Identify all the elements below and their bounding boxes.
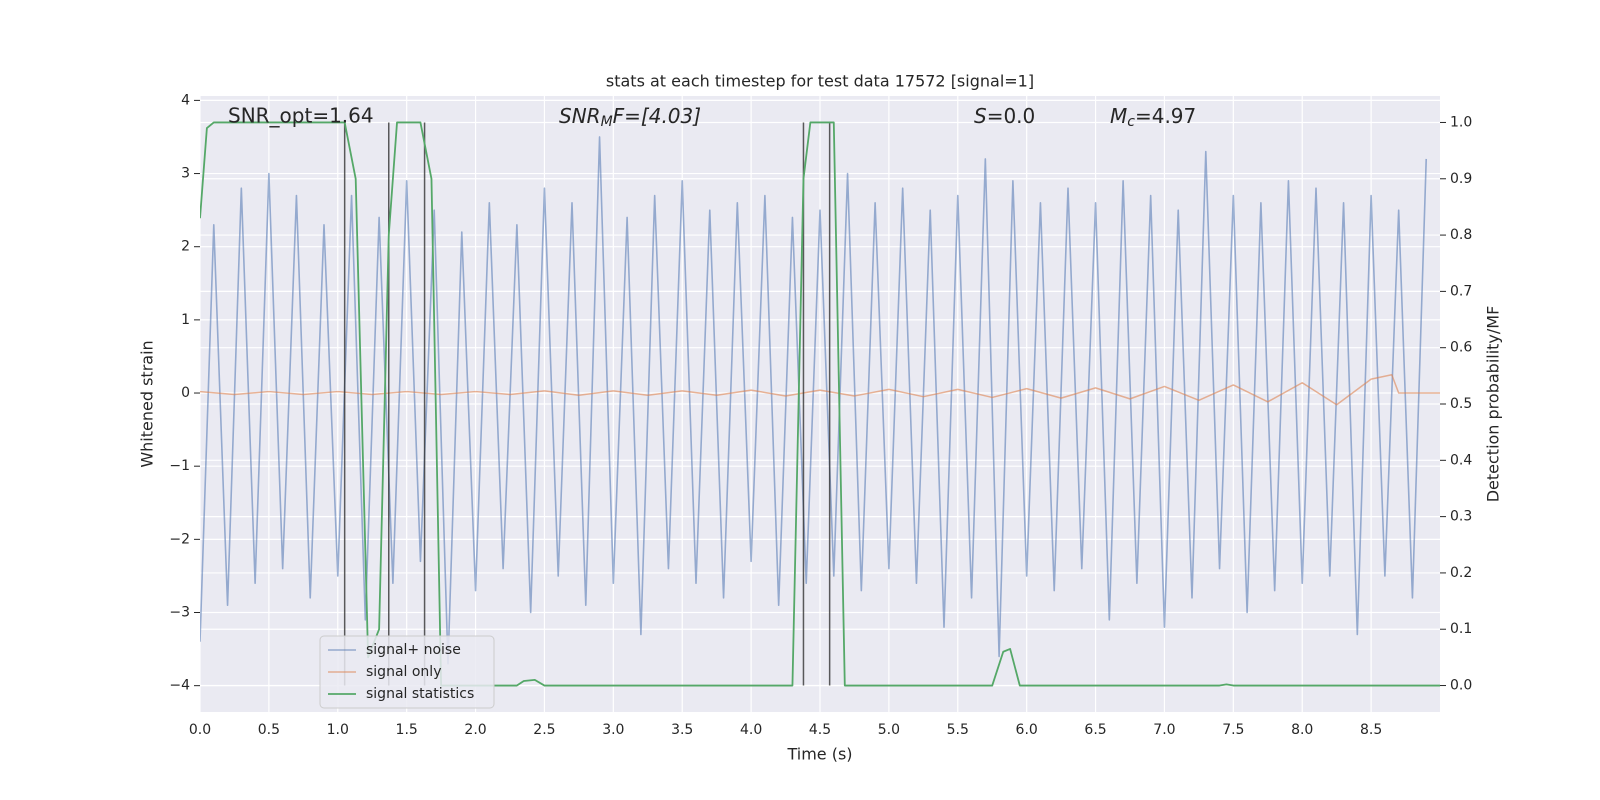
y2-tick-label: 0.5 xyxy=(1450,396,1472,412)
x-tick-label: 3.5 xyxy=(671,722,693,738)
annotation-sub: c xyxy=(1127,114,1135,130)
annotation: S=0.0 xyxy=(974,104,1035,128)
x-tick-label: 1.5 xyxy=(396,722,418,738)
y-tick-label: 3 xyxy=(181,166,190,182)
y2-tick-label: 0.7 xyxy=(1450,283,1472,299)
y2-tick-label: 0.4 xyxy=(1450,452,1472,468)
x-axis-label: Time (s) xyxy=(786,745,852,764)
legend-label: signal+ noise xyxy=(366,642,461,658)
annotation-part: =0.0 xyxy=(987,104,1036,128)
y-tick-label: 4 xyxy=(181,92,190,108)
x-tick-label: 8.5 xyxy=(1360,722,1382,738)
x-tick-label: 6.0 xyxy=(1016,722,1038,738)
series-line xyxy=(200,373,1440,406)
y-tick-label: −3 xyxy=(169,605,190,621)
legend-label: signal statistics xyxy=(366,686,474,702)
annotation: SNRMF=[4.03] xyxy=(559,104,701,131)
y-tick-label: 1 xyxy=(181,312,190,328)
y2-tick-label: 0.2 xyxy=(1450,565,1472,581)
annotation-part: M xyxy=(1110,104,1127,128)
annotation-part: SNR xyxy=(559,104,601,128)
series-line xyxy=(200,121,1440,687)
x-tick-label: 5.5 xyxy=(947,722,969,738)
annotation-sub: M xyxy=(601,114,613,130)
annotation-part: S xyxy=(974,104,987,128)
annotation: Mc=4.97 xyxy=(1110,104,1196,131)
y2-tick-label: 0.1 xyxy=(1450,621,1472,637)
x-tick-label: 2.5 xyxy=(533,722,555,738)
annotation-part: =4.97 xyxy=(1135,104,1196,128)
y-tick-label: −1 xyxy=(169,458,190,474)
x-tick-label: 0.5 xyxy=(258,722,280,738)
annotation: SNR_opt=1.64 xyxy=(228,104,374,128)
chart-title: stats at each timestep for test data 175… xyxy=(606,72,1034,91)
legend-label: signal only xyxy=(366,664,441,680)
x-tick-label: 4.0 xyxy=(740,722,762,738)
y2-tick-label: 0.0 xyxy=(1450,678,1472,694)
x-tick-label: 6.5 xyxy=(1084,722,1106,738)
x-tick-label: 1.0 xyxy=(327,722,349,738)
x-tick-label: 4.5 xyxy=(809,722,831,738)
y2-tick-label: 0.8 xyxy=(1450,227,1472,243)
legend-box xyxy=(319,635,495,709)
x-tick-label: 0.0 xyxy=(189,722,211,738)
series-line xyxy=(200,136,1428,665)
y-tick-label: 2 xyxy=(181,239,190,255)
x-tick-label: 3.0 xyxy=(602,722,624,738)
y2-tick-label: 0.6 xyxy=(1450,340,1472,356)
y-axis-label: Whitened strain xyxy=(138,340,157,467)
annotation-part: F=[4.03] xyxy=(613,104,701,128)
y-tick-label: −4 xyxy=(169,678,190,694)
y-tick-label: 0 xyxy=(181,385,190,401)
y2-tick-label: 0.9 xyxy=(1450,171,1472,187)
axes: 0.0 0.5 1.0 1.5 2.0 2.5 3.0 3.5 4.0 4.5 5.0 5.5 6.0 6… xyxy=(169,92,1472,738)
y-tick-label: −2 xyxy=(169,531,190,547)
x-tick-label: 5.0 xyxy=(878,722,900,738)
x-tick-label: 7.0 xyxy=(1153,722,1175,738)
x-tick-label: 8.0 xyxy=(1291,722,1313,738)
y2-axis-label: Detection probability/MF xyxy=(1484,306,1503,503)
legend: signal+ noise signal only signal statistic… xyxy=(319,635,495,709)
x-tick-label: 2.0 xyxy=(464,722,486,738)
marks xyxy=(200,121,1440,687)
y2-tick-label: 1.0 xyxy=(1450,114,1472,130)
y2-tick-label: 0.3 xyxy=(1450,509,1472,525)
x-tick-label: 7.5 xyxy=(1222,722,1244,738)
grid xyxy=(199,96,1440,712)
